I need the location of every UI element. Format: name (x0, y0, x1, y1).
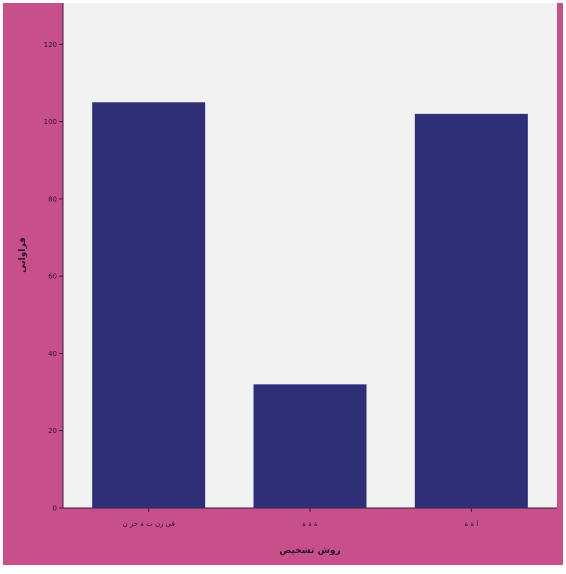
x-tick-label: فى زن ت ة خر ن (122, 520, 174, 528)
bar (253, 384, 367, 508)
y-tick-label: 120 (44, 41, 57, 49)
x-tick-label: ة ة ة (302, 520, 318, 528)
y-tick-label: 20 (48, 427, 57, 435)
x-tick-label: ا ة ة (464, 520, 478, 528)
bar (92, 102, 206, 508)
y-tick-label: 100 (44, 118, 57, 126)
y-tick-label: 40 (48, 350, 57, 358)
chart-figure: 0 20 40 60 80 100 120 فى زن ت ة خر ن ة ة ة ا ة ة… (3, 3, 563, 565)
y-tick-label: 80 (48, 195, 57, 203)
bar (414, 113, 528, 508)
bar-chart: 0 20 40 60 80 100 120 فى زن ت ة خر ن ة ة ة ا ة ة… (18, 3, 557, 556)
x-axis: فى زن ت ة خر ن ة ة ة ا ة ة (63, 507, 557, 528)
x-axis-title: روش تشخيص (279, 546, 340, 556)
bars (92, 102, 528, 508)
y-axis: 0 20 40 60 80 100 120 (44, 3, 64, 513)
y-axis-title: فراوانی (18, 237, 28, 273)
y-tick-label: 0 (53, 505, 57, 513)
y-tick-label: 60 (48, 273, 57, 281)
